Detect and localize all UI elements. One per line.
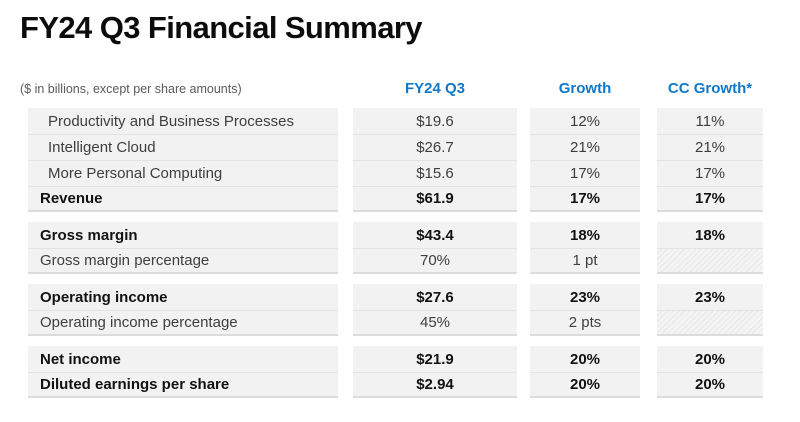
cell-cc-growth: 18% bbox=[657, 222, 763, 248]
column-header-growth: Growth bbox=[558, 80, 612, 97]
cell-value: 70% bbox=[353, 248, 517, 274]
hatched-na-cell bbox=[657, 248, 763, 274]
cell-value: $2.94 bbox=[353, 372, 517, 398]
table-row-diluted-eps: Diluted earnings per share $2.94 20% 20% bbox=[28, 372, 763, 398]
row-label: Gross margin bbox=[28, 222, 338, 248]
cell-growth: 23% bbox=[530, 284, 640, 310]
row-label: Gross margin percentage bbox=[28, 248, 338, 274]
cell-growth: 21% bbox=[530, 134, 640, 160]
cell-cc-growth: 20% bbox=[657, 372, 763, 398]
row-label: Intelligent Cloud bbox=[28, 134, 338, 160]
cell-cc-growth: 11% bbox=[657, 108, 763, 134]
net-income-group: Net income $21.9 20% 20% Diluted earning… bbox=[28, 346, 763, 398]
units-note: ($ in billions, except per share amounts… bbox=[20, 82, 242, 96]
cell-value: $26.7 bbox=[353, 134, 517, 160]
cell-value: $27.6 bbox=[353, 284, 517, 310]
row-label: Operating income percentage bbox=[28, 310, 338, 336]
cell-cc-growth: 23% bbox=[657, 284, 763, 310]
cell-growth: 2 pts bbox=[530, 310, 640, 336]
table-row-more-personal-computing: More Personal Computing $15.6 17% 17% bbox=[28, 160, 763, 186]
cell-value: 45% bbox=[353, 310, 517, 336]
row-label: Revenue bbox=[28, 186, 338, 212]
cell-value: $15.6 bbox=[353, 160, 517, 186]
operating-income-group: Operating income $27.6 23% 23% Operating… bbox=[28, 284, 763, 336]
row-label: Productivity and Business Processes bbox=[28, 108, 338, 134]
revenue-group: Productivity and Business Processes $19.… bbox=[28, 108, 763, 212]
hatched-na-cell bbox=[657, 310, 763, 336]
page-title: FY24 Q3 Financial Summary bbox=[20, 10, 423, 45]
cell-growth: 1 pt bbox=[530, 248, 640, 274]
cell-growth: 18% bbox=[530, 222, 640, 248]
row-label: More Personal Computing bbox=[28, 160, 338, 186]
table-row-revenue: Revenue $61.9 17% 17% bbox=[28, 186, 763, 212]
cell-value: $43.4 bbox=[353, 222, 517, 248]
cell-growth: 20% bbox=[530, 372, 640, 398]
row-label: Diluted earnings per share bbox=[28, 372, 338, 398]
table-row-operating-income: Operating income $27.6 23% 23% bbox=[28, 284, 763, 310]
cell-cc-growth: 17% bbox=[657, 186, 763, 212]
cell-cc-growth: 20% bbox=[657, 346, 763, 372]
table-row-productivity: Productivity and Business Processes $19.… bbox=[28, 108, 763, 134]
table-row-net-income: Net income $21.9 20% 20% bbox=[28, 346, 763, 372]
table-row-operating-income-percentage: Operating income percentage 45% 2 pts bbox=[28, 310, 763, 336]
row-label: Operating income bbox=[28, 284, 338, 310]
cell-growth: 17% bbox=[530, 186, 640, 212]
gross-margin-group: Gross margin $43.4 18% 18% Gross margin … bbox=[28, 222, 763, 274]
cell-growth: 20% bbox=[530, 346, 640, 372]
cell-cc-growth: 21% bbox=[657, 134, 763, 160]
column-header-fy24-q3: FY24 Q3 bbox=[404, 80, 466, 97]
cell-growth: 12% bbox=[530, 108, 640, 134]
row-label: Net income bbox=[28, 346, 338, 372]
cell-value: $19.6 bbox=[353, 108, 517, 134]
cell-growth: 17% bbox=[530, 160, 640, 186]
table-row-intelligent-cloud: Intelligent Cloud $26.7 21% 21% bbox=[28, 134, 763, 160]
table-row-gross-margin: Gross margin $43.4 18% 18% bbox=[28, 222, 763, 248]
table-header-row: ($ in billions, except per share amounts… bbox=[0, 80, 800, 97]
financial-table: Productivity and Business Processes $19.… bbox=[28, 108, 763, 398]
column-header-cc-growth: CC Growth* bbox=[667, 80, 753, 97]
cell-value: $61.9 bbox=[353, 186, 517, 212]
cell-value: $21.9 bbox=[353, 346, 517, 372]
cell-cc-growth: 17% bbox=[657, 160, 763, 186]
table-row-gross-margin-percentage: Gross margin percentage 70% 1 pt bbox=[28, 248, 763, 274]
